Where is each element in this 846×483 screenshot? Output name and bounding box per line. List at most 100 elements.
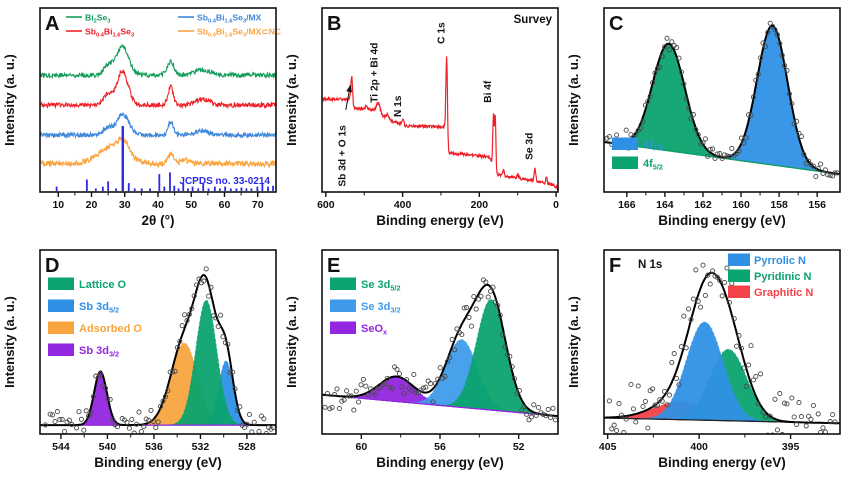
plot-area bbox=[40, 43, 276, 191]
data-point bbox=[42, 422, 48, 428]
data-point bbox=[408, 387, 414, 393]
x-tick-label: 40 bbox=[152, 199, 164, 211]
data-point bbox=[719, 155, 725, 162]
legend-label: Sb0.4Bi1.6Se3/MX⊂NC bbox=[197, 27, 281, 39]
data-point bbox=[750, 94, 756, 100]
data-point bbox=[741, 365, 747, 371]
data-point bbox=[815, 166, 821, 172]
data-point bbox=[650, 80, 656, 86]
x-axis-label: Binding energy (eV) bbox=[376, 213, 504, 228]
data-point bbox=[519, 407, 525, 413]
data-point bbox=[786, 91, 792, 97]
data-point bbox=[606, 134, 612, 140]
data-point bbox=[770, 432, 775, 434]
data-point bbox=[820, 425, 826, 431]
y-axis-label: Intensity (a. u.) bbox=[284, 54, 299, 146]
data-point bbox=[712, 155, 718, 161]
data-point bbox=[442, 373, 448, 379]
data-point bbox=[640, 119, 646, 125]
data-point bbox=[452, 347, 458, 353]
data-point bbox=[449, 336, 455, 342]
x-tick-label: 60 bbox=[219, 199, 231, 211]
x-axis: 600 400 200 0 bbox=[317, 192, 559, 211]
data-point bbox=[710, 146, 716, 152]
data-point bbox=[177, 338, 183, 344]
data-point bbox=[835, 453, 839, 457]
data-point bbox=[50, 412, 56, 418]
data-point bbox=[425, 378, 431, 384]
data-point bbox=[818, 429, 824, 434]
data-point bbox=[750, 377, 756, 383]
data-point bbox=[630, 406, 636, 412]
data-point bbox=[399, 384, 405, 390]
data-point bbox=[791, 414, 797, 420]
data-point bbox=[324, 390, 330, 397]
data-point bbox=[722, 152, 728, 158]
data-point bbox=[258, 413, 264, 419]
data-point bbox=[126, 425, 132, 431]
data-point bbox=[738, 135, 744, 141]
x-axis: 544 540 536 532 528 bbox=[52, 434, 256, 453]
data-point bbox=[717, 151, 723, 157]
data-point bbox=[206, 293, 212, 299]
data-point bbox=[251, 419, 257, 425]
data-point bbox=[392, 364, 398, 370]
legend-swatch bbox=[330, 321, 356, 334]
data-point bbox=[758, 371, 764, 377]
data-point bbox=[213, 315, 219, 321]
data-point bbox=[136, 409, 142, 415]
data-point bbox=[818, 161, 824, 167]
data-point bbox=[485, 294, 491, 300]
legend-swatch bbox=[612, 137, 638, 150]
peak-label: Ti 2p + Bi 4d bbox=[370, 43, 381, 103]
data-point bbox=[78, 416, 84, 422]
data-point bbox=[428, 381, 434, 387]
data-point bbox=[396, 371, 402, 377]
data-point bbox=[174, 345, 180, 351]
data-point bbox=[150, 418, 156, 424]
data-point bbox=[702, 136, 708, 142]
data-point bbox=[695, 132, 701, 138]
data-point bbox=[341, 397, 347, 403]
data-point bbox=[404, 377, 410, 383]
data-point bbox=[760, 40, 766, 46]
data-point bbox=[76, 409, 82, 415]
data-point bbox=[507, 353, 513, 360]
data-point bbox=[758, 55, 764, 61]
xrd-series-Sb04Bi16Se3-MX-NC bbox=[40, 135, 276, 169]
data-point bbox=[88, 410, 94, 416]
data-point bbox=[772, 27, 778, 33]
data-point bbox=[822, 167, 828, 173]
data-point bbox=[827, 419, 833, 425]
data-point bbox=[172, 368, 178, 374]
plot-area bbox=[604, 20, 840, 180]
data-point bbox=[765, 432, 771, 434]
data-point bbox=[170, 369, 176, 375]
reference-label: JCPDS no. 33-0214 bbox=[179, 176, 270, 187]
legend-swatch bbox=[728, 253, 750, 266]
fit-component-4f7-2 bbox=[604, 25, 840, 175]
data-point bbox=[90, 394, 96, 400]
data-point bbox=[105, 396, 111, 402]
data-point bbox=[552, 417, 558, 423]
data-point bbox=[118, 435, 122, 439]
x-tick-label: 20 bbox=[86, 199, 98, 211]
data-point bbox=[782, 400, 788, 406]
data-point bbox=[189, 305, 195, 312]
y-axis-label: Intensity (a. u.) bbox=[284, 296, 299, 388]
data-point bbox=[688, 317, 694, 323]
legend-label: Sb 3d3/2 bbox=[79, 345, 119, 358]
data-point bbox=[707, 146, 713, 152]
data-point bbox=[767, 413, 773, 419]
x-tick-label: 166 bbox=[618, 199, 636, 211]
data-point bbox=[681, 313, 687, 319]
data-point bbox=[497, 312, 503, 318]
data-point bbox=[196, 276, 202, 282]
panel-E: Se 3d5/2 Se 3d3/2 SeOx 60 56 52 Binding energy… bbox=[282, 242, 564, 483]
data-point bbox=[627, 444, 631, 448]
data-point bbox=[256, 428, 262, 434]
data-point bbox=[832, 170, 838, 176]
x-axis-label: Binding energy (eV) bbox=[376, 455, 504, 470]
data-point bbox=[225, 341, 231, 347]
